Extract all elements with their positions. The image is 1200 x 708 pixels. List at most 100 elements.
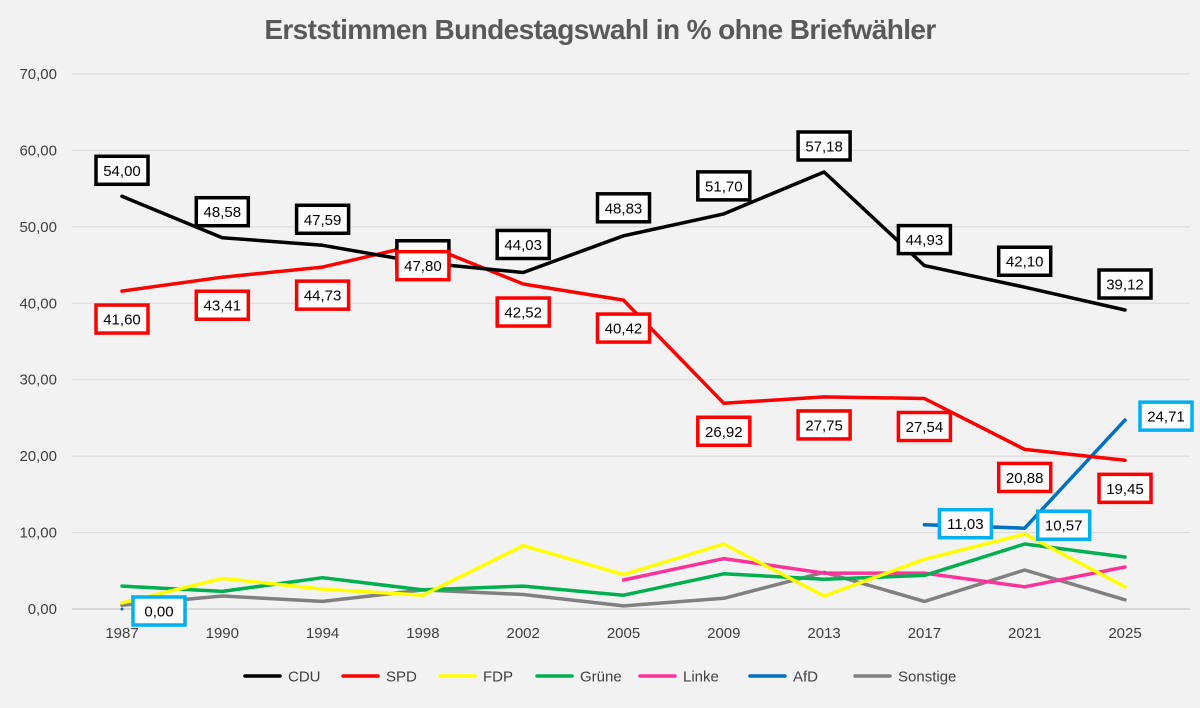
data-label-box — [996, 461, 1053, 494]
data-point — [321, 576, 325, 580]
data-point — [220, 576, 224, 580]
data-label: 44,93 — [896, 223, 953, 256]
data-label: 19,45 — [1097, 472, 1153, 505]
data-label: 27,75 — [796, 409, 852, 441]
data-point — [120, 601, 124, 605]
data-point — [722, 542, 726, 546]
x-tick-label: 1994 — [306, 625, 339, 642]
data-label-box — [937, 507, 994, 540]
legend-item-fdp: FDP — [438, 669, 513, 686]
x-tick-label: 2021 — [1008, 625, 1041, 642]
data-point — [1023, 447, 1027, 451]
data-point — [622, 604, 625, 608]
data-point — [1123, 598, 1127, 602]
data-label: 26,92 — [696, 415, 752, 448]
data-label-text: 0,00 — [144, 604, 173, 621]
data-label-box — [131, 595, 187, 627]
data-label: 42,52 — [495, 296, 551, 328]
data-label: 41,60 — [94, 303, 150, 335]
legend: CDU SPD FDP Grüne Linke AfD Sonstige — [243, 669, 956, 686]
data-label-text: 43,41 — [204, 298, 242, 315]
data-label-box — [94, 303, 150, 335]
data-point — [1123, 418, 1127, 422]
data-point — [722, 596, 726, 600]
series-line-linke — [621, 556, 1127, 589]
data-point — [220, 594, 224, 598]
data-point — [521, 592, 525, 596]
data-label: 11,03 — [937, 507, 994, 540]
legend-label: CDU — [288, 669, 321, 686]
data-label-box — [395, 249, 451, 282]
x-tick-label: 1990 — [206, 625, 239, 642]
data-label: 44,73 — [294, 279, 351, 311]
data-label-text: 47,59 — [304, 212, 342, 229]
y-tick-label: 0,00 — [28, 601, 57, 618]
data-label: 40,42 — [595, 312, 652, 344]
data-point — [1123, 308, 1127, 312]
legend-label: SPD — [386, 669, 417, 686]
data-point — [220, 236, 224, 240]
data-label: 44,03 — [495, 228, 551, 261]
data-point — [622, 573, 625, 577]
data-point — [120, 607, 124, 611]
data-point — [521, 270, 525, 274]
data-label-box — [294, 203, 351, 236]
data-label-box — [495, 296, 551, 328]
data-point — [922, 557, 926, 561]
data-label: 39,12 — [1097, 268, 1153, 300]
data-point — [321, 265, 325, 269]
data-label-box — [595, 312, 652, 344]
data-point — [922, 264, 926, 268]
data-label-text: 42,10 — [1006, 254, 1044, 271]
x-tick-label: 2005 — [607, 625, 640, 642]
data-label-text: 54,00 — [103, 163, 141, 180]
data-label-box — [696, 170, 752, 202]
data-label-text: 44,03 — [504, 237, 542, 254]
data-point — [922, 599, 926, 603]
data-label-text: 10,57 — [1045, 518, 1083, 535]
data-point — [120, 584, 124, 588]
data-point — [1123, 565, 1127, 569]
data-point — [220, 275, 224, 279]
y-tick-label: 50,00 — [19, 219, 57, 236]
data-label-text: 47,80 — [404, 258, 442, 275]
data-point — [1123, 458, 1127, 462]
data-label-box — [1035, 509, 1092, 541]
y-tick-label: 60,00 — [19, 142, 57, 159]
data-labels: 54,0048,5847,5945,3044,0348,8351,7057,18… — [94, 130, 1194, 627]
data-label: 48,83 — [595, 192, 652, 224]
series-line-fdp — [120, 532, 1127, 605]
data-label-text: 19,45 — [1106, 481, 1144, 498]
data-label-text: 41,60 — [103, 312, 141, 329]
data-label: 0,00 — [131, 595, 187, 627]
data-label-box — [194, 195, 251, 228]
data-point — [521, 544, 525, 548]
data-label-box — [696, 415, 752, 448]
data-point — [822, 571, 826, 575]
x-tick-label: 1998 — [406, 625, 439, 642]
data-label-text: 27,75 — [805, 417, 843, 434]
data-point — [822, 577, 826, 581]
data-point — [1023, 285, 1027, 289]
x-tick-label: 2017 — [908, 625, 941, 642]
gridlines — [72, 73, 1190, 610]
data-label: 57,18 — [796, 130, 852, 162]
chart-title: Erststimmen Bundestagswahl in % ohne Bri… — [264, 14, 936, 45]
data-label: 24,71 — [1138, 400, 1194, 432]
legend-item-sonstige: Sonstige — [853, 669, 956, 686]
data-point — [521, 282, 525, 286]
data-label-text: 26,92 — [705, 424, 743, 441]
data-label-text: 51,70 — [705, 178, 743, 195]
y-tick-label: 40,00 — [19, 295, 57, 312]
data-label-text: 40,42 — [605, 321, 643, 338]
data-point — [722, 557, 726, 561]
data-point — [722, 212, 726, 216]
data-point — [922, 397, 926, 401]
y-tick-label: 30,00 — [19, 372, 57, 389]
data-label-box — [194, 289, 251, 321]
data-label-text: 44,93 — [906, 232, 944, 249]
legend-item-grüne: Grüne — [535, 669, 622, 686]
legend-label: Grüne — [580, 669, 622, 686]
